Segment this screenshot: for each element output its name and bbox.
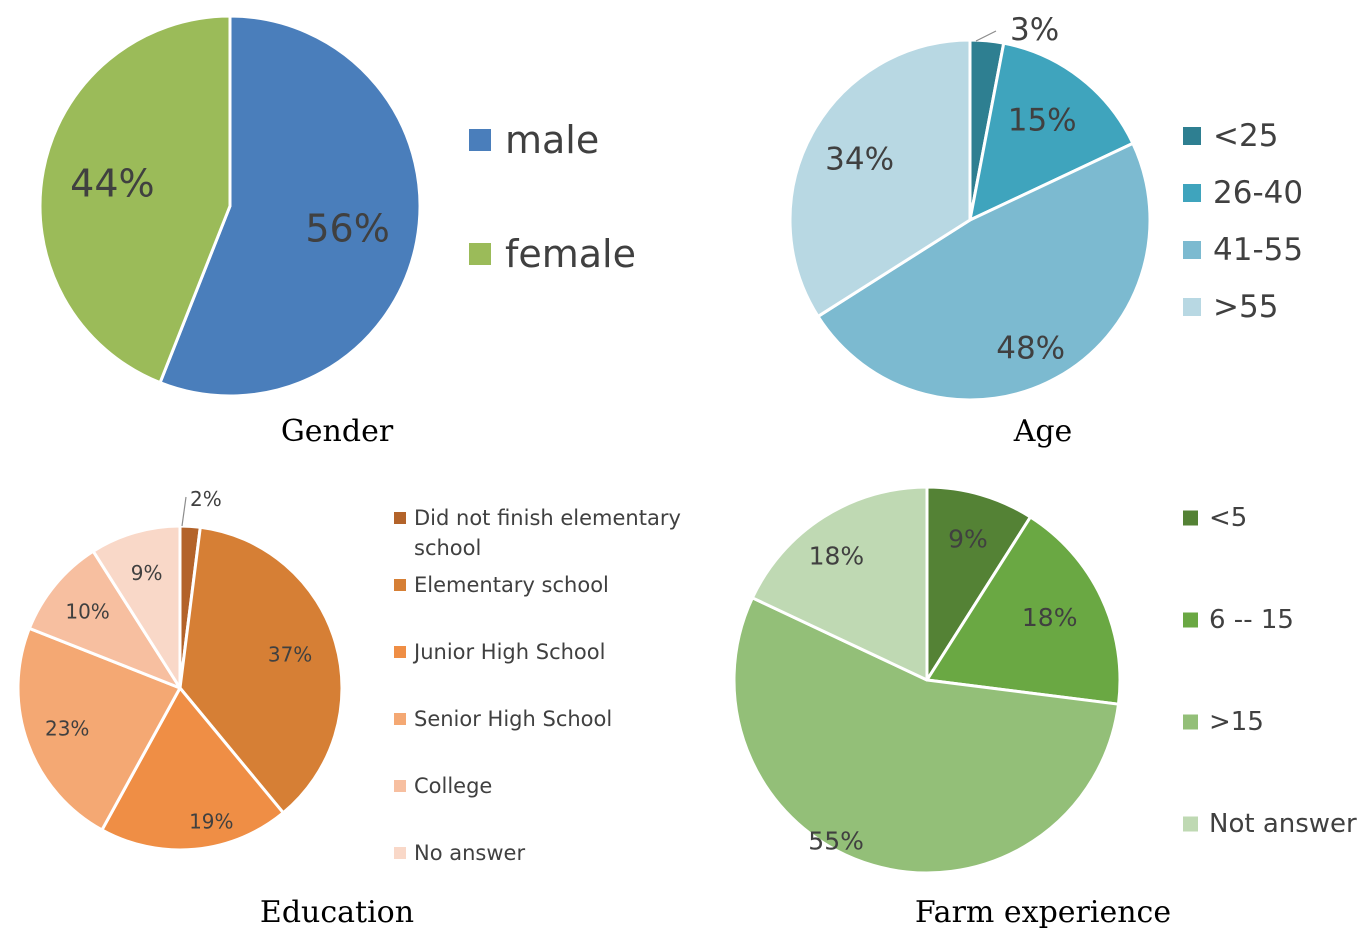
farm-legend-label-3: Not answer: [1209, 809, 1357, 839]
farm-slice-2: [732, 596, 1120, 875]
farm-title: Farm experience: [915, 895, 1171, 930]
edu-legend-swatch-3: [394, 713, 406, 725]
edu-data-label-4: 10%: [65, 600, 109, 624]
farm-legend-swatch-1: [1183, 612, 1198, 628]
edu-legend-swatch-0: [394, 512, 406, 524]
edu-legend-label-2: Junior High School: [412, 640, 605, 664]
farm-legend-label-2: >15: [1209, 707, 1264, 737]
farm-chart: 9% 18% 55% 18% <5 6 -- 15 >15 Not answer Farm …: [732, 485, 1357, 930]
farm-legend-swatch-0: [1183, 510, 1198, 526]
edu-data-label-5: 9%: [131, 561, 163, 585]
education-chart: 2% 37% 19% 23% 10% 9% Did not finish elementa…: [16, 487, 681, 930]
edu-legend-label-4: College: [414, 774, 492, 798]
gender-title: Gender: [281, 414, 394, 449]
age-legend-swatch-2: [1183, 241, 1201, 259]
edu-legend-swatch-4: [394, 780, 406, 792]
farm-slice-1: [925, 515, 1122, 706]
edu-legend-swatch-5: [394, 847, 406, 859]
edu-slice-4: [27, 549, 182, 690]
education-title: Education: [260, 895, 414, 930]
edu-data-label-3: 23%: [45, 717, 89, 741]
edu-slice-3: [16, 626, 182, 832]
gender-data-label-1: 44%: [70, 162, 154, 206]
age-slice-3: [788, 38, 972, 318]
edu-legend-label-3: Senior High School: [414, 707, 612, 731]
age-chart: 3% 15% 48% 34% <25 26-40 41-55 >55 Age: [788, 12, 1303, 449]
edu-data-label-1: 37%: [268, 643, 312, 667]
age-legend-swatch-0: [1183, 127, 1201, 145]
farm-data-label-1: 18%: [1022, 603, 1078, 632]
edu-leader-line: [181, 496, 187, 527]
farm-legend-label-1: 6 -- 15: [1209, 605, 1294, 635]
farm-slice-0: [925, 485, 1032, 682]
age-data-label-2: 48%: [996, 330, 1065, 366]
edu-slice-2: [100, 686, 285, 852]
age-slice-2: [816, 141, 1152, 402]
edu-legend-label-5: No answer: [414, 841, 525, 865]
gender-legend-label-1: female: [505, 232, 636, 276]
gender-slice-0: [158, 14, 422, 398]
age-legend-label-2: 41-55: [1213, 232, 1303, 268]
farm-legend-swatch-3: [1183, 816, 1198, 832]
age-leader-line: [975, 30, 997, 42]
age-legend-label-3: >55: [1213, 289, 1278, 325]
age-slice-1: [968, 41, 1135, 222]
edu-legend-swatch-1: [394, 579, 406, 591]
age-data-label-0: 3%: [1010, 12, 1059, 48]
edu-legend-label-0: Did not finish elementary: [414, 506, 681, 530]
edu-legend-label-0-line-1: school: [414, 536, 481, 560]
gender-legend-swatch-0: [469, 129, 491, 151]
age-legend-label-1: 26-40: [1213, 175, 1303, 211]
edu-slice-1: [178, 525, 344, 815]
age-data-label-1: 15%: [1008, 102, 1077, 138]
farm-slice-3: [750, 485, 929, 682]
age-title: Age: [1013, 414, 1073, 449]
age-legend-label-0: <25: [1213, 118, 1278, 154]
gender-legend-swatch-1: [469, 243, 491, 265]
edu-data-label-0: 2%: [190, 487, 222, 511]
gender-chart: 56% 44% male female Gender: [38, 14, 636, 449]
farm-data-label-3: 18%: [809, 542, 865, 571]
edu-legend-swatch-2: [394, 646, 406, 658]
farm-legend-swatch-2: [1183, 714, 1198, 730]
edu-data-label-2: 19%: [189, 809, 233, 833]
age-data-label-3: 34%: [825, 141, 894, 177]
edu-slice-5: [91, 524, 182, 690]
gender-legend-label-0: male: [505, 118, 599, 162]
farm-legend-label-0: <5: [1209, 503, 1247, 533]
age-legend-swatch-3: [1183, 298, 1201, 316]
gender-slice-1: [38, 14, 232, 385]
farm-data-label-0: 9%: [948, 525, 988, 554]
gender-data-label-0: 56%: [305, 206, 389, 250]
farm-data-label-2: 55%: [808, 826, 864, 855]
edu-legend-label-1: Elementary school: [414, 573, 609, 597]
age-legend-swatch-1: [1183, 184, 1201, 202]
